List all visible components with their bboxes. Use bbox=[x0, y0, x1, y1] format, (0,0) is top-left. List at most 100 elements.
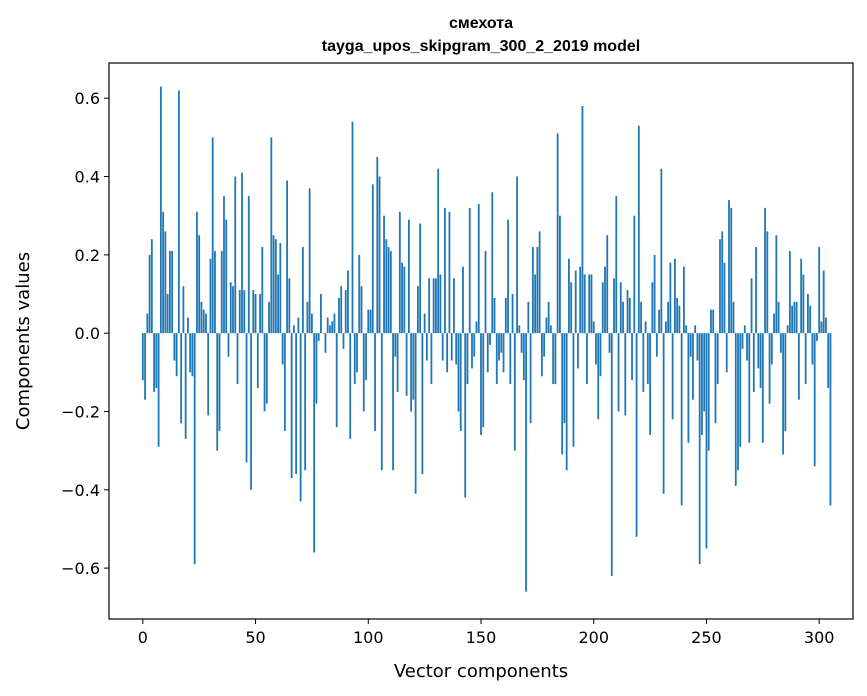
bar-22 bbox=[191, 333, 194, 377]
bar-158 bbox=[498, 333, 500, 361]
bar-137 bbox=[450, 333, 453, 361]
bar-283 bbox=[779, 333, 782, 353]
bar-299 bbox=[816, 333, 818, 341]
bar-266 bbox=[741, 333, 744, 349]
bar-203 bbox=[599, 333, 602, 377]
bar-215 bbox=[626, 290, 629, 334]
bar-1 bbox=[144, 333, 146, 400]
bar-300 bbox=[818, 247, 821, 334]
bar-18 bbox=[182, 286, 185, 334]
x-axis-label: Vector components bbox=[394, 661, 568, 682]
bar-253 bbox=[712, 309, 715, 334]
bar-88 bbox=[340, 286, 343, 334]
bar-19 bbox=[184, 333, 187, 439]
bar-2 bbox=[146, 313, 149, 334]
bar-60 bbox=[277, 274, 279, 334]
bar-227 bbox=[653, 254, 656, 334]
bar-208 bbox=[610, 333, 613, 576]
bar-288 bbox=[791, 305, 794, 334]
bar-123 bbox=[419, 223, 422, 334]
bar-223 bbox=[644, 321, 647, 334]
bar-278 bbox=[768, 333, 771, 404]
bar-181 bbox=[549, 325, 552, 334]
bar-189 bbox=[568, 258, 570, 334]
bar-225 bbox=[649, 333, 651, 435]
bar-155 bbox=[491, 192, 494, 334]
x-tick-label: 0 bbox=[138, 628, 148, 647]
bar-82 bbox=[326, 317, 329, 334]
bar-178 bbox=[543, 333, 546, 357]
bar-38 bbox=[227, 333, 230, 357]
bar-53 bbox=[261, 247, 264, 334]
bar-139 bbox=[455, 333, 458, 365]
bar-122 bbox=[416, 286, 419, 334]
bar-140 bbox=[457, 333, 460, 412]
bar-128 bbox=[430, 333, 433, 385]
bar-279 bbox=[770, 333, 773, 365]
bar-161 bbox=[504, 297, 507, 334]
bar-70 bbox=[299, 333, 302, 502]
bar-144 bbox=[466, 333, 469, 385]
bar-104 bbox=[376, 156, 379, 334]
bar-224 bbox=[646, 333, 649, 385]
bar-39 bbox=[229, 282, 232, 334]
bar-185 bbox=[559, 215, 561, 334]
bar-156 bbox=[493, 297, 496, 334]
bar-63 bbox=[283, 333, 286, 432]
bar-237 bbox=[676, 297, 679, 334]
bar-249 bbox=[703, 333, 706, 412]
bar-115 bbox=[401, 262, 403, 334]
bar-254 bbox=[714, 333, 717, 424]
bar-226 bbox=[651, 282, 654, 334]
bar-52 bbox=[259, 294, 261, 334]
bar-13 bbox=[171, 250, 174, 334]
bar-129 bbox=[432, 278, 435, 334]
bar-71 bbox=[301, 247, 304, 334]
bar-78 bbox=[317, 333, 320, 341]
bar-291 bbox=[797, 333, 800, 400]
bar-272 bbox=[755, 247, 757, 334]
bar-168 bbox=[520, 333, 523, 353]
bar-35 bbox=[220, 250, 223, 334]
bar-152 bbox=[484, 250, 487, 334]
bar-111 bbox=[392, 333, 394, 471]
bar-110 bbox=[389, 250, 392, 334]
bar-221 bbox=[640, 301, 642, 334]
bar-209 bbox=[613, 278, 615, 334]
bar-188 bbox=[565, 333, 568, 471]
bar-90 bbox=[344, 290, 347, 334]
bar-83 bbox=[329, 325, 331, 334]
bar-147 bbox=[473, 333, 476, 357]
bar-179 bbox=[545, 317, 548, 334]
bar-261 bbox=[730, 207, 733, 334]
bar-202 bbox=[597, 333, 600, 420]
bar-259 bbox=[725, 333, 728, 373]
bar-146 bbox=[471, 333, 473, 369]
bar-45 bbox=[243, 290, 246, 334]
bar-263 bbox=[734, 333, 737, 486]
bar-304 bbox=[827, 333, 830, 388]
y-axis-ticks: −0.6 −0.4 −0.2 0.0 0.2 0.4 0.6 bbox=[61, 89, 109, 578]
x-tick-label: 150 bbox=[466, 628, 497, 647]
bar-33 bbox=[216, 333, 219, 451]
bar-134 bbox=[444, 207, 446, 334]
bar-74 bbox=[308, 188, 311, 334]
bar-212 bbox=[619, 282, 622, 334]
bar-126 bbox=[425, 333, 428, 361]
y-tick-label: 0.4 bbox=[75, 168, 100, 187]
bar-245 bbox=[694, 325, 697, 334]
bar-273 bbox=[757, 333, 760, 369]
bar-92 bbox=[349, 333, 352, 439]
bar-27 bbox=[202, 309, 205, 334]
bar-131 bbox=[437, 168, 440, 334]
bar-21 bbox=[189, 333, 192, 373]
bar-163 bbox=[509, 333, 512, 385]
bar-199 bbox=[590, 274, 593, 334]
bar-172 bbox=[529, 333, 532, 424]
bar-296 bbox=[809, 305, 812, 334]
bar-103 bbox=[374, 333, 376, 432]
bar-117 bbox=[405, 333, 408, 396]
bar-138 bbox=[453, 278, 455, 334]
bar-269 bbox=[748, 333, 751, 443]
